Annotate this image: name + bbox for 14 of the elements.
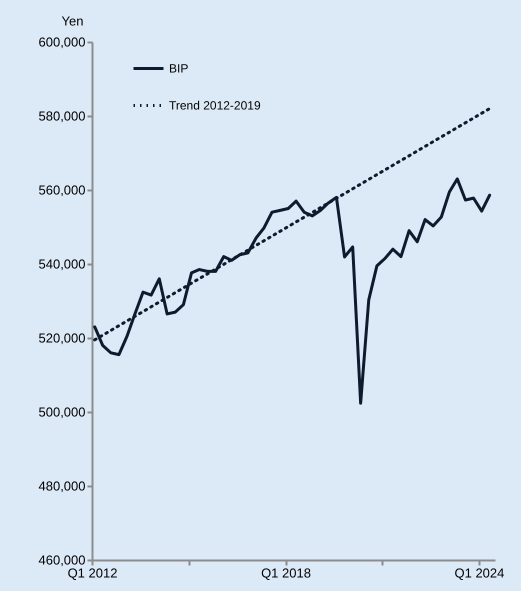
y-tick-label: 520,000 [38,330,86,346]
y-axis-title: Yen [62,14,84,28]
y-tick-label: 460,000 [38,552,86,568]
x-tick-label: Q1 2018 [261,566,311,580]
y-tick-label: 580,000 [38,108,86,124]
x-tick-label: Q1 2024 [454,566,504,580]
y-tick-label: 500,000 [38,404,86,420]
y-tick-label: 480,000 [38,478,86,494]
y-tick-label: 600,000 [38,34,86,50]
legend-label: Trend 2012-2019 [169,98,261,112]
y-tick-label: 540,000 [38,256,86,272]
x-tick-label: Q1 2012 [68,566,118,580]
y-tick-label: 560,000 [38,182,86,198]
legend-label: BIP [169,62,188,76]
